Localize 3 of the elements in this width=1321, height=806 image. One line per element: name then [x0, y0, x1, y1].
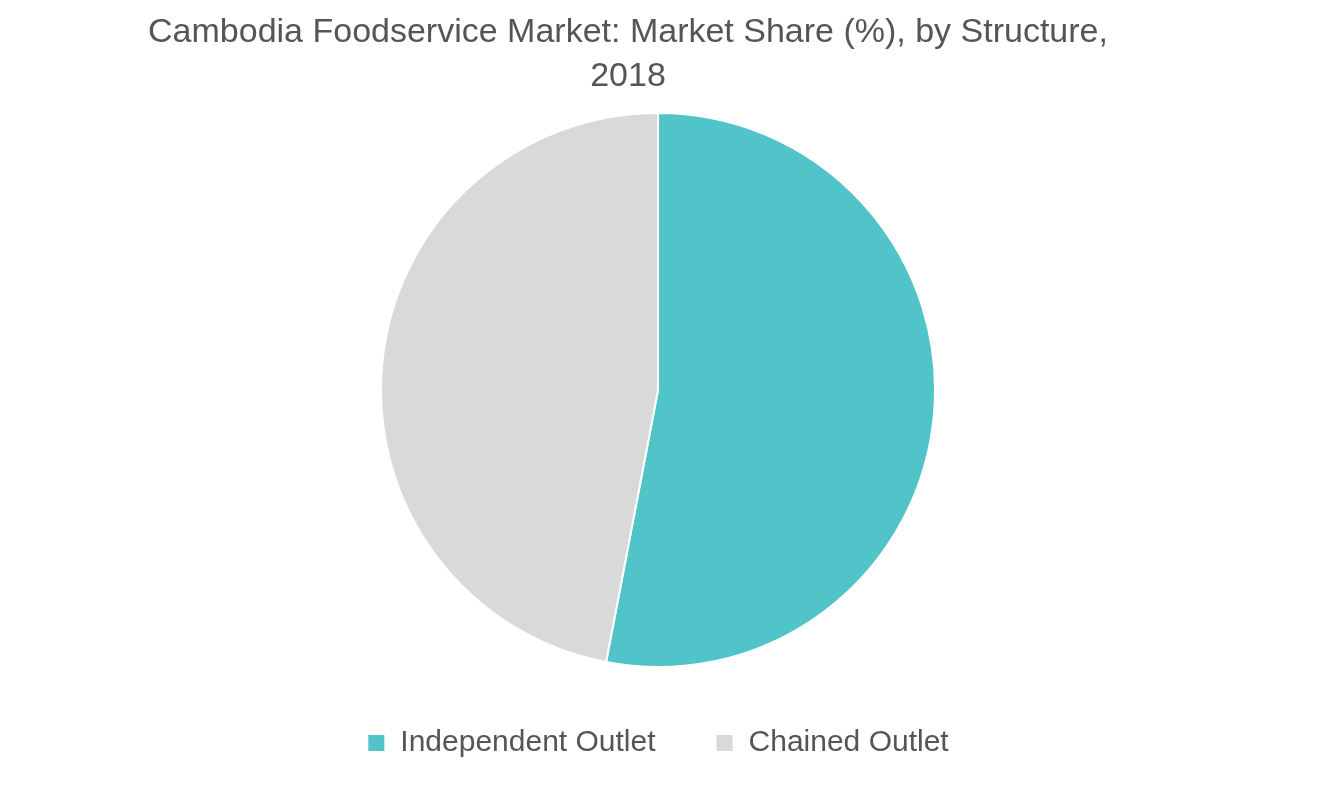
chart-title: Cambodia Foodservice Market: Market Share (%), by Structure, 2018	[147, 10, 1109, 95]
legend-label: Chained Outlet	[748, 724, 950, 758]
legend-label: Independent Outlet	[400, 724, 657, 758]
